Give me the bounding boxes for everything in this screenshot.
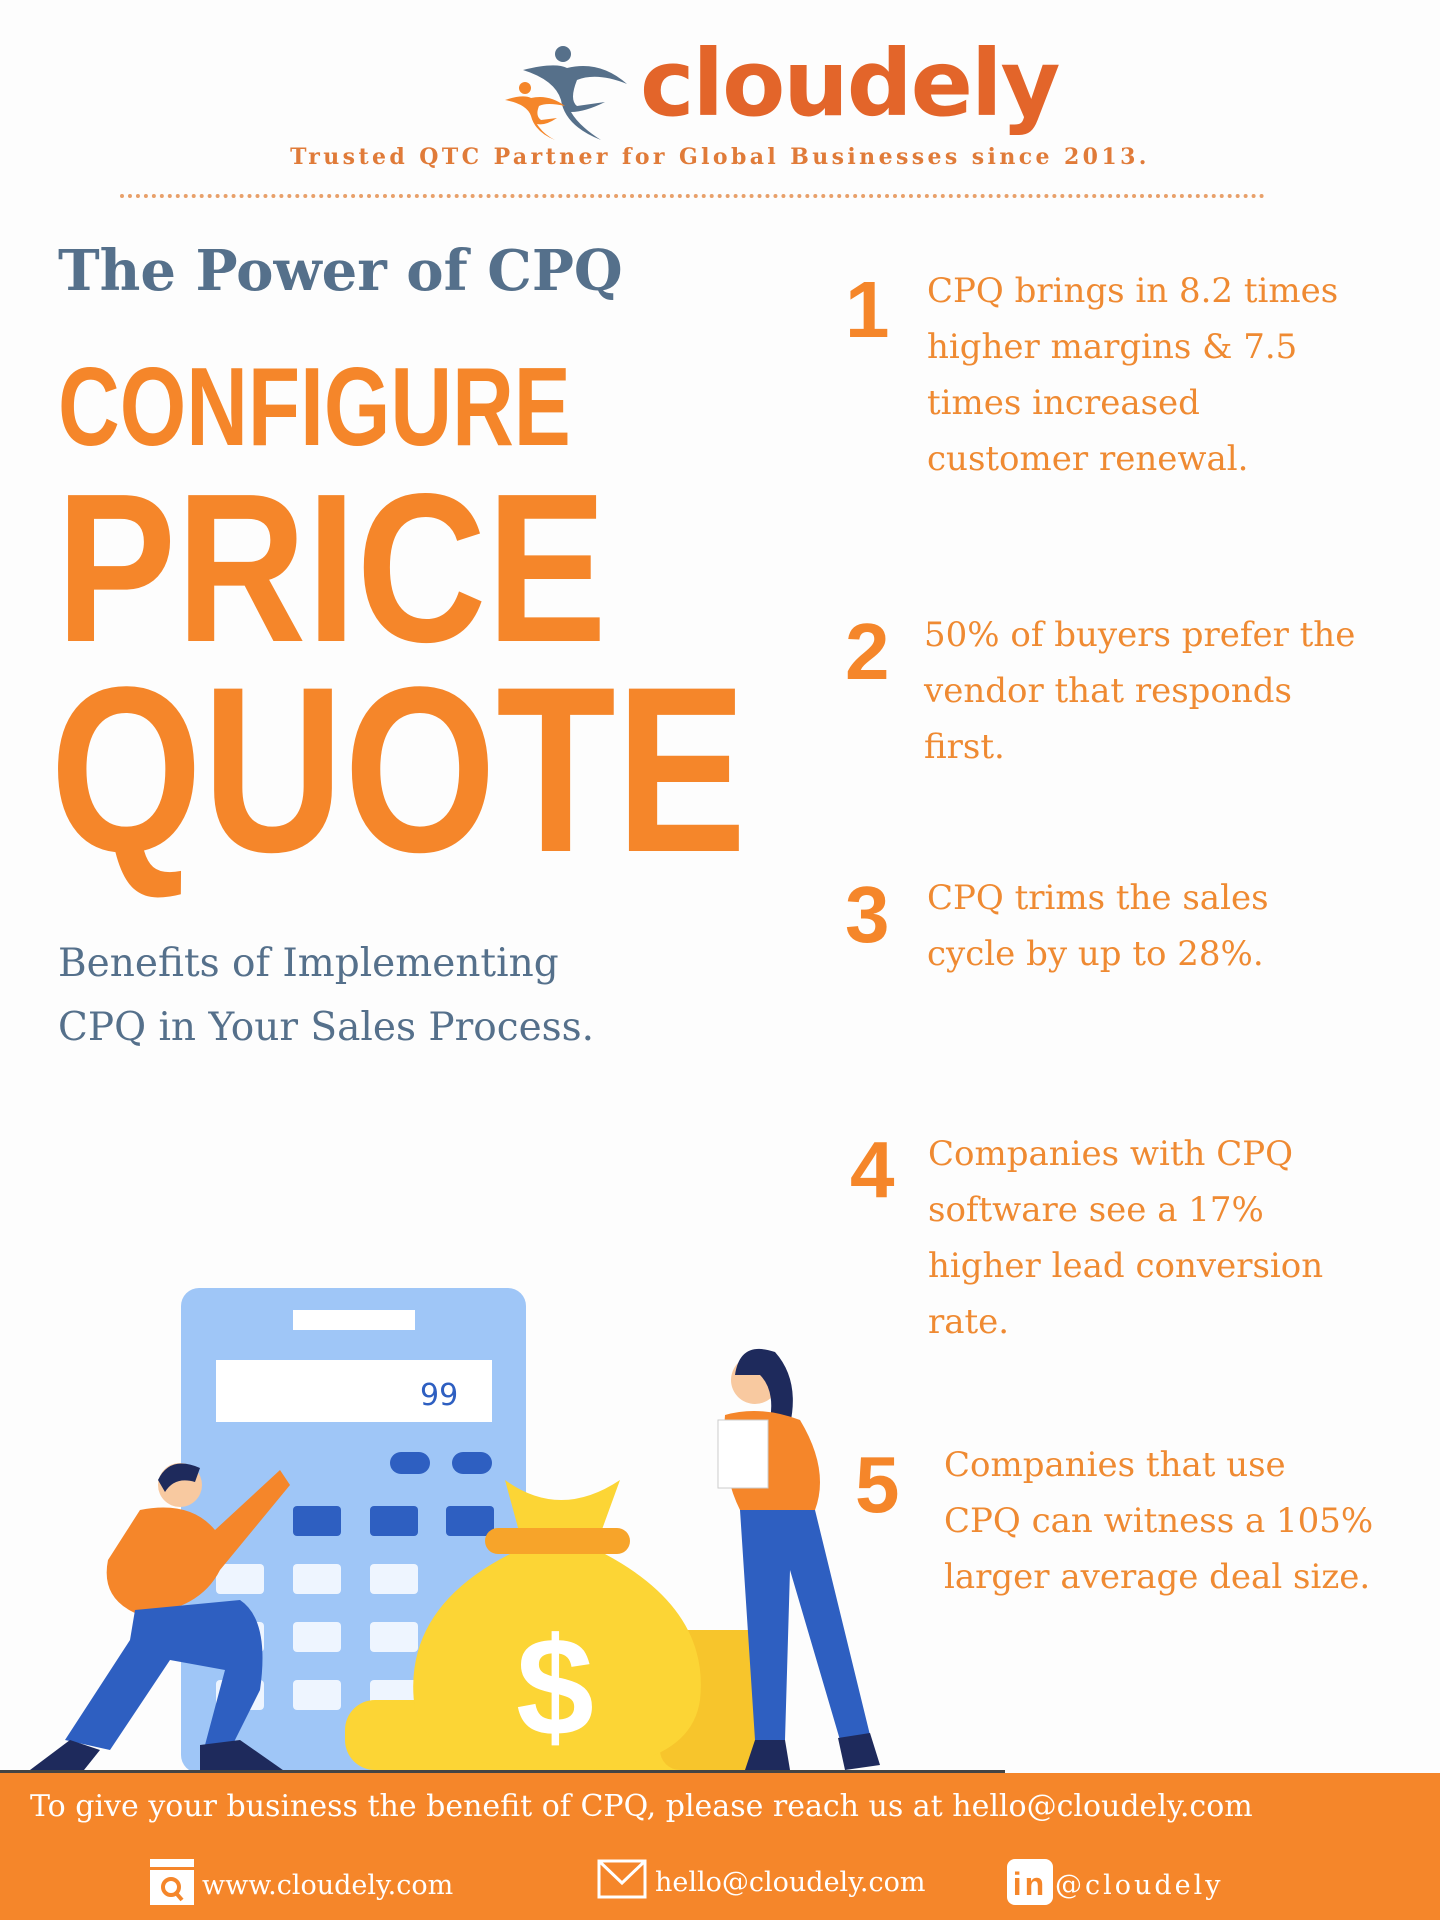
footer-cta: To give your business the benefit of CPQ… bbox=[30, 1789, 1253, 1824]
dotted-divider bbox=[120, 194, 1265, 198]
linkedin-text: @cloudely bbox=[1055, 1870, 1224, 1901]
stat-number-4: 4 bbox=[850, 1125, 895, 1214]
stat-number-3: 3 bbox=[845, 870, 890, 959]
stat-text-1: CPQ brings in 8.2 times higher margins &… bbox=[927, 263, 1338, 487]
clipboard-icon bbox=[717, 1419, 769, 1489]
stat-line: rate. bbox=[928, 1302, 1010, 1342]
logo-wordmark: cloudely bbox=[640, 30, 1061, 137]
stat-line: CPQ trims the sales bbox=[927, 878, 1269, 918]
website-link[interactable]: www.cloudely.com bbox=[150, 1859, 453, 1912]
stat-text-5: Companies that use CPQ can witness a 105… bbox=[944, 1437, 1373, 1605]
benefits-caption: Benefits of Implementing CPQ in Your Sal… bbox=[58, 932, 594, 1060]
stat-line: higher margins & 7.5 bbox=[927, 327, 1298, 367]
email-link[interactable]: hello@cloudely.com bbox=[597, 1859, 925, 1906]
headline-price: PRICE bbox=[56, 449, 607, 686]
stat-line: software see a 17% bbox=[928, 1190, 1264, 1230]
web-search-icon bbox=[150, 1859, 194, 1912]
ground-line bbox=[0, 1770, 1005, 1773]
stat-line: 50% of buyers prefer the bbox=[924, 615, 1356, 655]
stat-line: vendor that responds bbox=[924, 671, 1292, 711]
stat-line: CPQ brings in 8.2 times bbox=[927, 271, 1339, 311]
stat-line: CPQ can witness a 105% bbox=[944, 1501, 1374, 1541]
tagline: Trusted QTC Partner for Global Businesse… bbox=[290, 144, 1150, 170]
stat-line: cycle by up to 28%. bbox=[927, 934, 1264, 974]
mail-icon bbox=[597, 1859, 647, 1906]
headline-quote: QUOTE bbox=[50, 638, 747, 902]
stat-line: larger average deal size. bbox=[944, 1557, 1371, 1597]
logo-mark bbox=[505, 40, 640, 144]
website-text: www.cloudely.com bbox=[202, 1870, 454, 1901]
stat-number-5: 5 bbox=[855, 1440, 900, 1529]
email-text: hello@cloudely.com bbox=[655, 1867, 926, 1898]
linkedin-link[interactable]: in @cloudely bbox=[1007, 1859, 1224, 1912]
subtitle: The Power of CPQ bbox=[58, 238, 623, 304]
footer: To give your business the benefit of CPQ… bbox=[0, 1773, 1440, 1920]
stat-text-3: CPQ trims the sales cycle by up to 28%. bbox=[927, 870, 1269, 982]
stat-line: first. bbox=[924, 727, 1005, 767]
stat-line: Companies with CPQ bbox=[928, 1134, 1294, 1174]
stat-line: customer renewal. bbox=[927, 439, 1249, 479]
stat-number-2: 2 bbox=[845, 607, 890, 696]
headline-configure: CONFIGURE bbox=[58, 345, 571, 469]
standing-woman-figure bbox=[717, 1348, 880, 1770]
stat-text-4: Companies with CPQ software see a 17% hi… bbox=[928, 1126, 1323, 1350]
stat-line: times increased bbox=[927, 383, 1200, 423]
benefits-line-1: Benefits of Implementing bbox=[58, 941, 559, 986]
kneeling-man-figure bbox=[30, 1463, 290, 1775]
svg-text:in: in bbox=[1013, 1866, 1047, 1902]
stat-line: Companies that use bbox=[944, 1445, 1286, 1485]
money-bag-icon: $ bbox=[413, 1480, 701, 1770]
svg-text:$: $ bbox=[516, 1608, 594, 1765]
illustration: 99 $ bbox=[0, 1288, 1005, 1775]
calculator-display: 99 bbox=[420, 1378, 458, 1413]
stat-number-1: 1 bbox=[845, 265, 890, 354]
linkedin-icon: in bbox=[1007, 1859, 1053, 1912]
stat-line: higher lead conversion bbox=[928, 1246, 1324, 1286]
benefits-line-2: CPQ in Your Sales Process. bbox=[58, 1005, 595, 1050]
stat-text-2: 50% of buyers prefer the vendor that res… bbox=[924, 607, 1355, 775]
